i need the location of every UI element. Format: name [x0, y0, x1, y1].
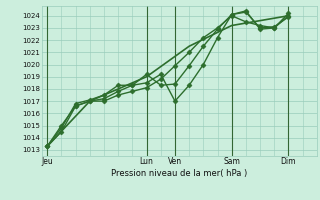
X-axis label: Pression niveau de la mer( hPa ): Pression niveau de la mer( hPa ) — [111, 169, 247, 178]
